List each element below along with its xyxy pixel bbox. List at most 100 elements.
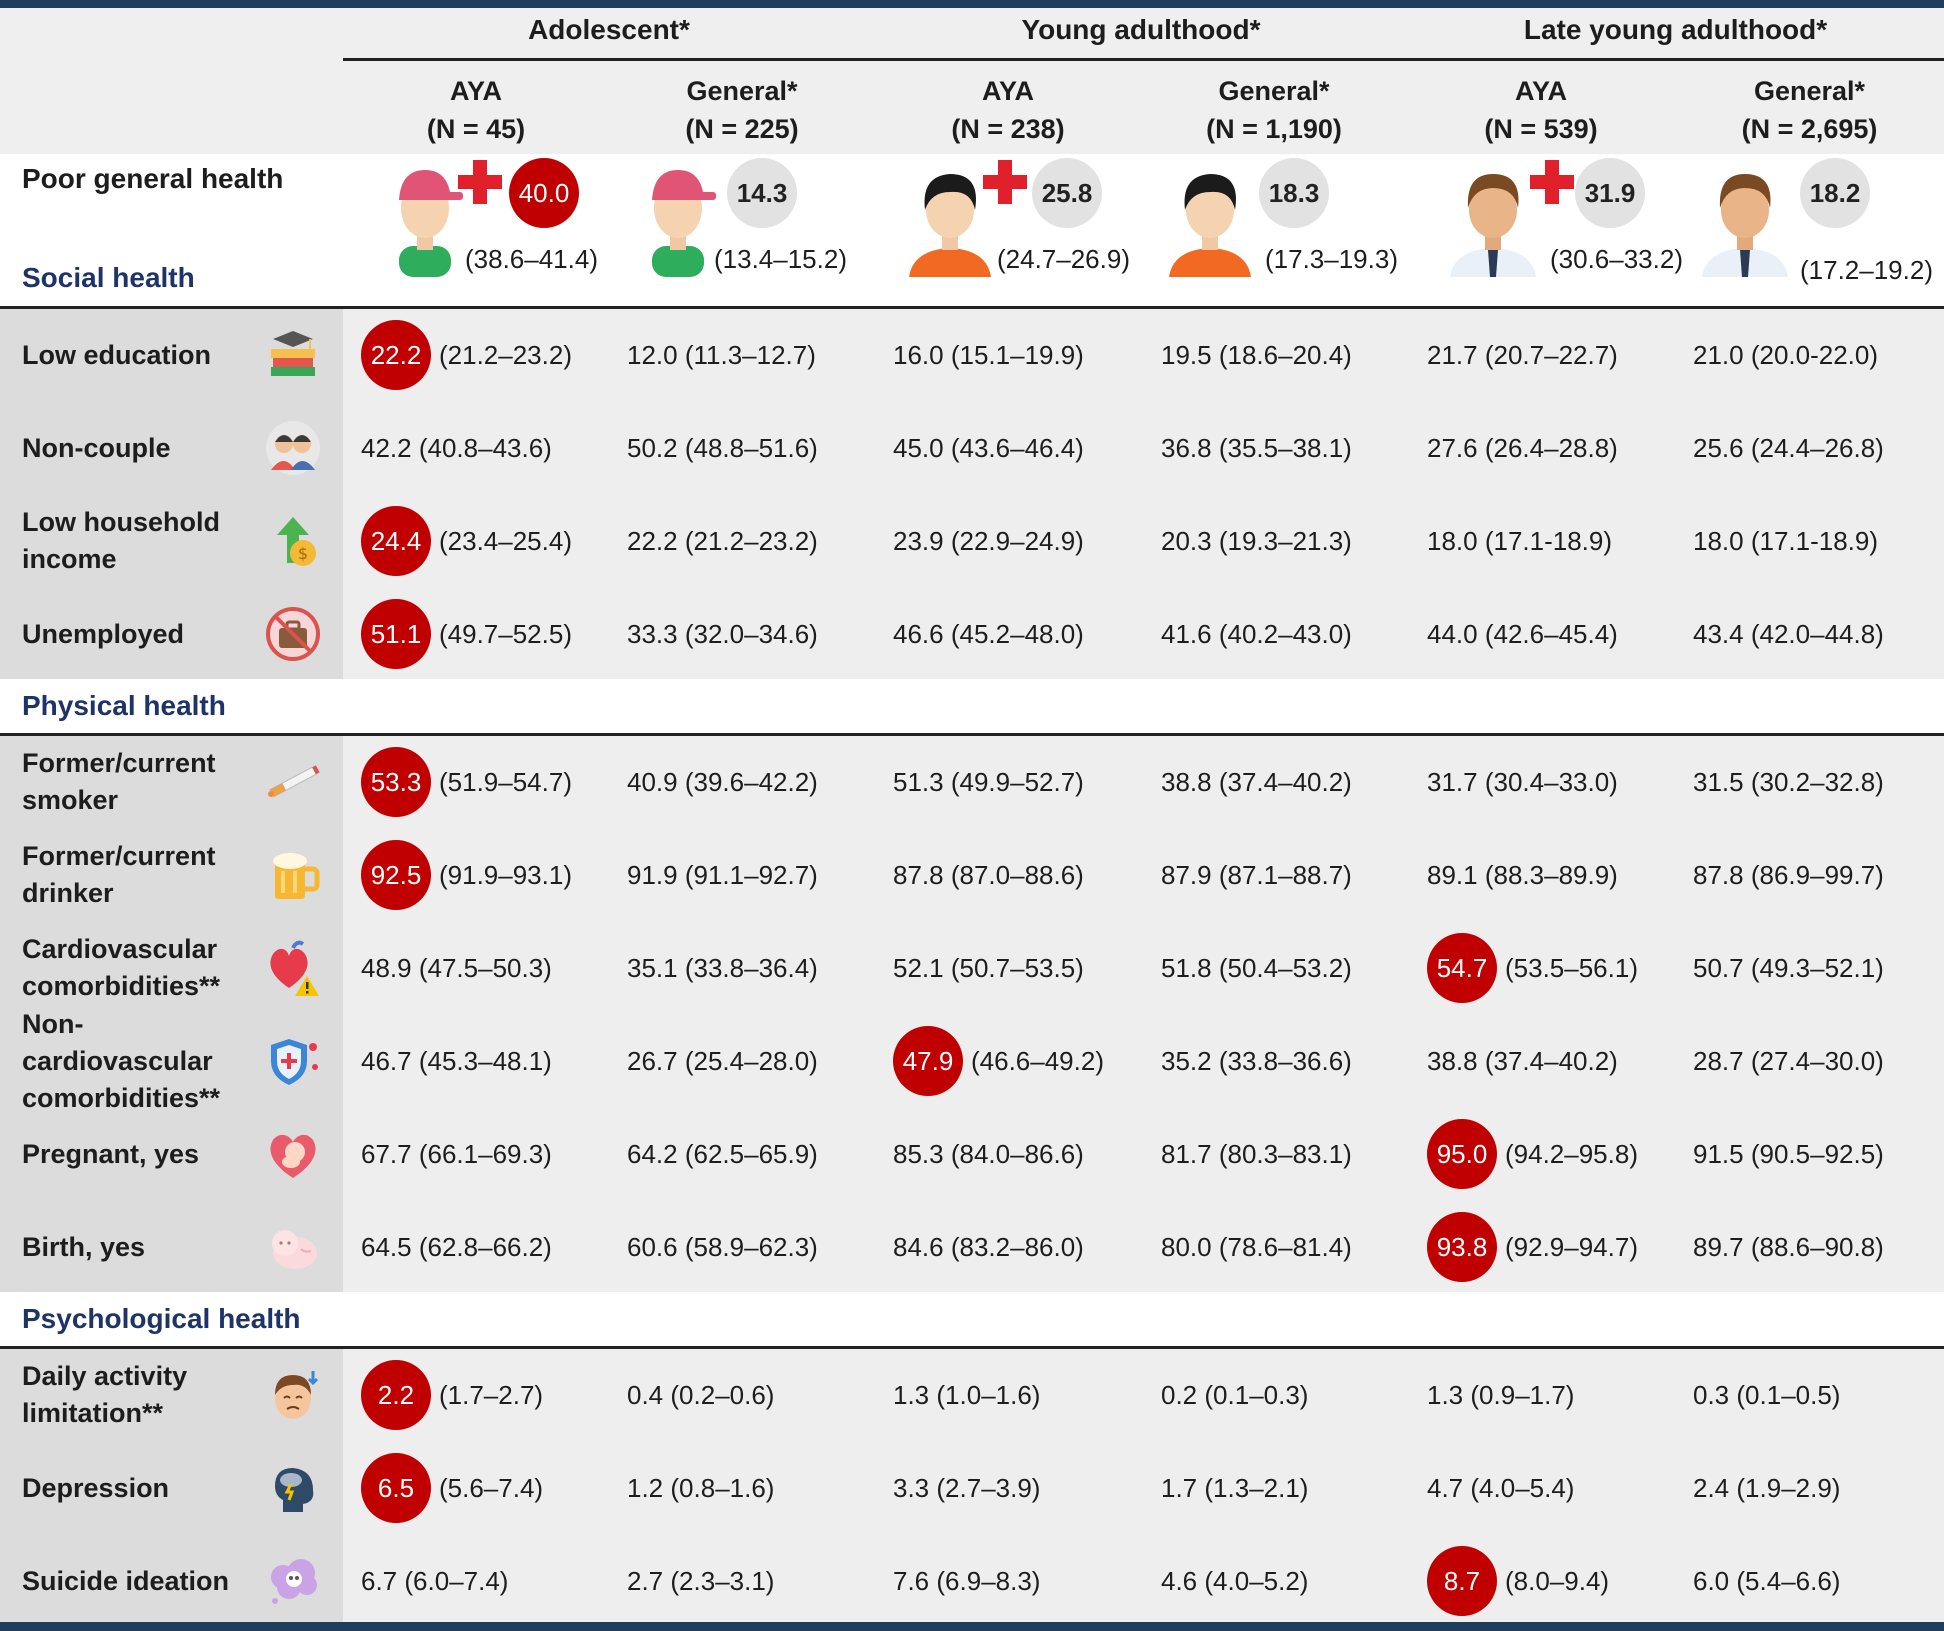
table-cell: 31.7 (30.4–33.0) — [1427, 745, 1618, 819]
section-rule — [0, 733, 1944, 736]
confidence-interval: (0.2–0.6) — [670, 1379, 775, 1410]
confidence-interval: (90.5–92.5) — [1750, 1138, 1884, 1169]
cell-value: 42.2 — [361, 432, 412, 463]
column-header: General* (N = 1,190) — [1206, 76, 1342, 144]
table-cell: 19.5 (18.6–20.4) — [1161, 318, 1352, 392]
table-cell: 51.3 (49.9–52.7) — [893, 745, 1084, 819]
cell-value: 64.2 — [627, 1138, 678, 1169]
confidence-interval: (11.3–12.7) — [684, 339, 816, 370]
cell-value: 80.0 — [1161, 1231, 1212, 1262]
cell-value: 89.1 — [1427, 859, 1478, 890]
table-cell: 2.4 (1.9–2.9) — [1693, 1451, 1840, 1525]
table-cell: 89.7 (88.6–90.8) — [1693, 1210, 1884, 1284]
confidence-interval: (33.8–36.4) — [684, 952, 818, 983]
table-cell: 44.0 (42.6–45.4) — [1427, 597, 1618, 671]
income-arrow-icon: $ — [262, 510, 324, 572]
column-header: AYA (N = 238) — [951, 76, 1065, 144]
confidence-interval: (24.7–26.9) — [997, 244, 1130, 274]
cell-value: 51.8 — [1161, 952, 1212, 983]
cell-value: 52.1 — [893, 952, 944, 983]
cell-value: 6.0 — [1693, 1565, 1730, 1596]
table-cell: 93.8 (92.9–94.7) — [1427, 1210, 1638, 1284]
table-cell: 50.7 (49.3–52.1) — [1693, 931, 1884, 1005]
cell-value: 4.6 — [1161, 1565, 1198, 1596]
confidence-interval: (43.6–46.4) — [950, 432, 1084, 463]
cell-value: 48.9 — [361, 952, 412, 983]
table-cell: 47.9 (46.6–49.2) — [893, 1024, 1104, 1098]
confidence-interval: (62.8–66.2) — [418, 1231, 552, 1262]
confidence-interval: (30.4–33.0) — [1484, 766, 1618, 797]
adolescent-person-icon — [638, 162, 718, 282]
confidence-interval: (32.0–34.6) — [684, 618, 818, 649]
confidence-interval: (19.3–21.3) — [1218, 525, 1352, 556]
table-cell: 0.2 (0.1–0.3) — [1161, 1358, 1308, 1432]
confidence-interval: (17.1-18.9) — [1484, 525, 1613, 556]
section-rule — [0, 1346, 1944, 1349]
highlighted-value: 24.4 — [361, 506, 431, 576]
table-cell: 91.9 (91.1–92.7) — [627, 838, 818, 912]
highlighted-value: 8.7 — [1427, 1546, 1497, 1616]
table-cell: 6.5 (5.6–7.4) — [361, 1451, 543, 1525]
cell-value: 91.5 — [1693, 1138, 1744, 1169]
table-cell: 22.2 (21.2–23.2) — [361, 318, 572, 392]
confidence-interval: (35.5–38.1) — [1218, 432, 1352, 463]
data-background — [343, 1349, 1944, 1622]
confidence-interval: (22.9–24.9) — [950, 525, 1084, 556]
confidence-interval: (40.2–43.0) — [1218, 618, 1352, 649]
table-cell: 84.6 (83.2–86.0) — [893, 1210, 1084, 1284]
cell-value: 46.6 — [893, 618, 944, 649]
highlighted-value: 93.8 — [1427, 1212, 1497, 1282]
row-label: Low household income — [22, 507, 220, 574]
confidence-interval: (66.1–69.3) — [418, 1138, 552, 1169]
cell-value: 81.7 — [1161, 1138, 1212, 1169]
cigarette-icon — [262, 751, 324, 813]
confidence-interval: (88.6–90.8) — [1750, 1231, 1884, 1262]
section-title-physical: Physical health — [22, 690, 226, 721]
confidence-interval: (48.8–51.6) — [684, 432, 818, 463]
cell-value: 2.7 — [627, 1565, 664, 1596]
row-label: Depression — [22, 1472, 170, 1503]
value-bubble: 18.2 — [1800, 158, 1870, 228]
confidence-interval: (17.2–19.2) — [1800, 255, 1933, 285]
cell-value: 7.6 — [893, 1565, 930, 1596]
row-label: Suicide ideation — [22, 1565, 230, 1596]
late-young-adult-person-icon — [1448, 162, 1538, 282]
cell-value: 89.7 — [1693, 1231, 1744, 1262]
row-label: Low education — [22, 339, 211, 370]
medical-cross-icon — [1530, 160, 1574, 209]
confidence-interval: (4.0–5.4) — [1470, 1472, 1575, 1503]
cell-value: 64.5 — [361, 1231, 412, 1262]
cell-value: 26.7 — [627, 1045, 678, 1076]
confidence-interval: (18.6–20.4) — [1218, 339, 1352, 370]
table-cell: 2.2 (1.7–2.7) — [361, 1358, 543, 1432]
heart-warning-icon — [262, 937, 324, 999]
cell-value: 38.8 — [1161, 766, 1212, 797]
column-header: AYA (N = 539) — [1484, 76, 1598, 144]
confidence-interval: (1.9–2.9) — [1736, 1472, 1841, 1503]
cell-value: 51.3 — [893, 766, 944, 797]
table-cell: 51.1 (49.7–52.5) — [361, 597, 572, 671]
confidence-interval: (37.4–40.2) — [1218, 766, 1352, 797]
value-bubble: 40.0 — [509, 158, 579, 228]
group-rule — [343, 58, 875, 61]
confidence-interval: (78.6–81.4) — [1218, 1231, 1352, 1262]
confidence-interval: (23.4–25.4) — [439, 525, 572, 556]
table-cell: 18.0 (17.1-18.9) — [1427, 504, 1612, 578]
cell-value: 22.2 — [627, 525, 678, 556]
cell-value: 84.6 — [893, 1231, 944, 1262]
row-label: Cardiovascular comorbidities** — [22, 934, 221, 1001]
confidence-interval: (50.7–53.5) — [950, 952, 1084, 983]
fetus-heart-icon — [262, 1123, 324, 1185]
table-cell: 1.3 (0.9–1.7) — [1427, 1358, 1574, 1432]
adolescent-person-icon — [385, 162, 465, 282]
table-cell: 87.8 (87.0–88.6) — [893, 838, 1084, 912]
confidence-interval: (15.1–19.9) — [950, 339, 1084, 370]
value-bubble: 14.3 — [727, 158, 797, 228]
table-cell: 38.8 (37.4–40.2) — [1427, 1024, 1618, 1098]
confidence-interval: (17.3–19.3) — [1265, 244, 1398, 274]
table-cell: 60.6 (58.9–62.3) — [627, 1210, 818, 1284]
cell-value: 87.8 — [1693, 859, 1744, 890]
cell-value: 18.0 — [1693, 525, 1744, 556]
confidence-interval: (94.2–95.8) — [1505, 1138, 1638, 1169]
cell-value: 1.3 — [893, 1379, 930, 1410]
